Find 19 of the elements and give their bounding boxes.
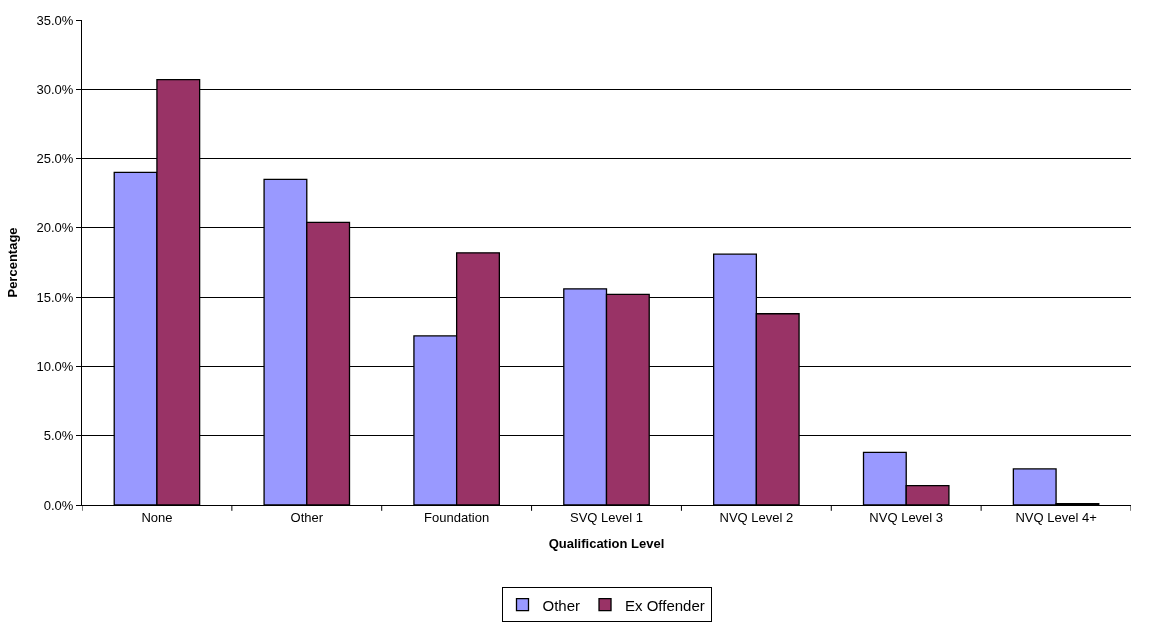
y-tick-label: 25.0% xyxy=(36,151,74,167)
y-tick-label: 10.0% xyxy=(36,358,74,374)
x-tick-label: NVQ Level 2 xyxy=(719,509,794,525)
y-tick-label: 35.0% xyxy=(36,12,74,28)
x-tick-label: NVQ Level 3 xyxy=(869,509,944,525)
y-tick-label: 5.0% xyxy=(43,428,74,444)
y-tick-label: 15.0% xyxy=(36,289,74,305)
x-tick-label: NVQ Level 4+ xyxy=(1015,509,1097,525)
legend-label: Ex Offender xyxy=(625,596,705,614)
y-tick-label: 0.0% xyxy=(43,497,74,513)
x-axis-title: Qualification Level xyxy=(548,536,665,552)
legend-label: Other xyxy=(542,596,581,614)
x-tick-label: SVQ Level 1 xyxy=(570,509,643,525)
y-tick-label: 30.0% xyxy=(36,81,74,97)
x-tick-label: Other xyxy=(290,509,324,525)
x-tick-label: Foundation xyxy=(424,509,490,525)
y-tick-label: 20.0% xyxy=(36,220,74,236)
x-tick-label: None xyxy=(141,509,173,525)
y-axis-title: Percentage xyxy=(5,227,21,298)
